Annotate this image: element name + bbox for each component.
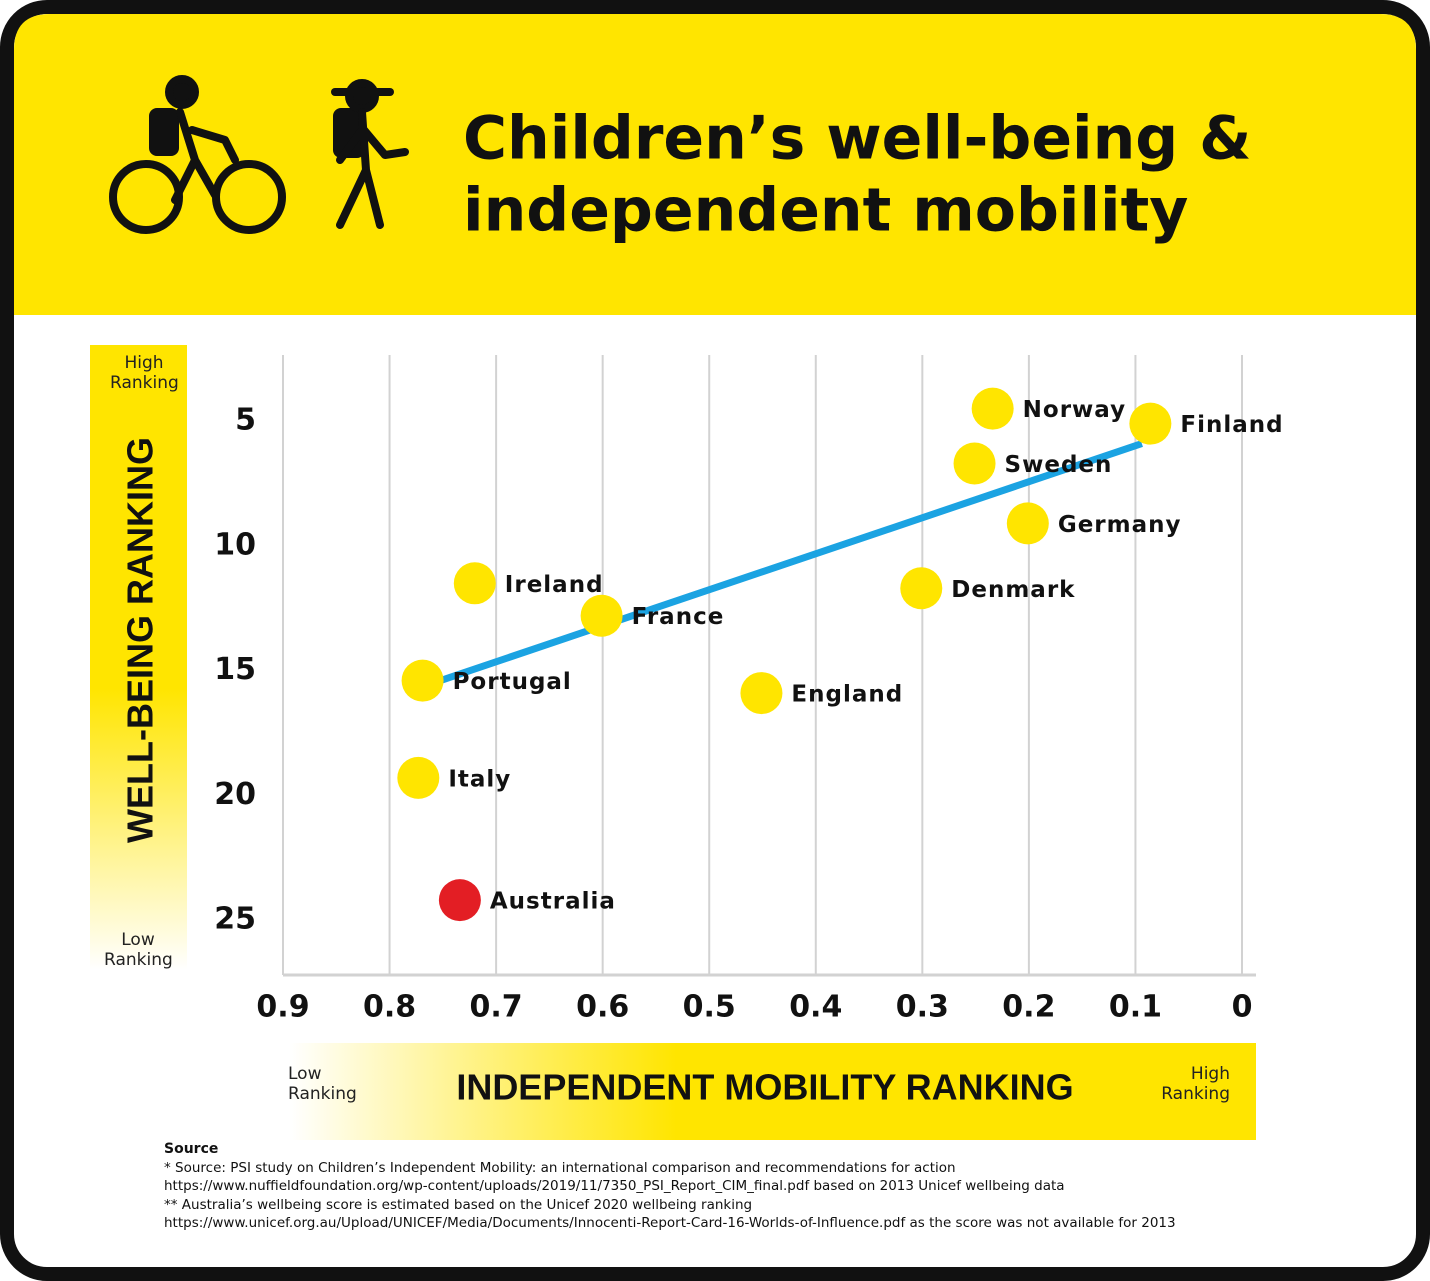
x-tick-label: 0.6 [576, 990, 629, 1025]
point-label: Portugal [453, 669, 572, 695]
x-low-label: Low Ranking [288, 1064, 357, 1104]
x-tick-label: 0.2 [1002, 990, 1055, 1025]
y-low-label: Low Ranking [104, 930, 173, 970]
x-high-label: High Ranking [1161, 1064, 1230, 1104]
source-heading: Source [164, 1141, 219, 1157]
x-axis-title: INDEPENDENT MOBILITY RANKING [456, 1067, 1073, 1108]
point-label: Norway [1023, 397, 1126, 423]
point-label: Finland [1180, 412, 1283, 438]
point [1129, 402, 1172, 445]
x-tick-label: 0.4 [789, 990, 842, 1025]
point [971, 387, 1014, 430]
point-label: Sweden [1005, 452, 1113, 478]
x-tick-label: 0.8 [363, 990, 416, 1025]
point [438, 879, 481, 922]
y-high-label: High Ranking [110, 353, 179, 393]
x-tick-label: 0 [1232, 990, 1253, 1025]
y-band [90, 345, 187, 970]
source-line: https://www.unicef.org.au/Upload/UNICEF/… [164, 1215, 1176, 1231]
y-tick-label: 15 [214, 652, 256, 687]
x-tick-label: 0.1 [1109, 990, 1162, 1025]
point-label: Denmark [951, 577, 1075, 603]
y-tick-label: 25 [214, 902, 256, 937]
x-tick-label: 0.5 [683, 990, 736, 1025]
x-tick-label: 0.9 [256, 990, 309, 1025]
y-tick-label: 10 [214, 527, 256, 562]
point [900, 567, 943, 610]
y-tick-label: 20 [214, 777, 256, 812]
trend-line [409, 440, 1143, 694]
source-line: https://www.nuffieldfoundation.org/wp-co… [164, 1178, 1065, 1194]
source-line: ** Australia’s wellbeing score is estima… [164, 1196, 753, 1213]
point-label: England [791, 682, 903, 708]
y-axis-title: WELL-BEING RANKING [120, 437, 161, 843]
chart-title: independent mobility [463, 176, 1188, 246]
chart-title: Children’s well-being & [463, 104, 1251, 174]
icons [109, 75, 409, 234]
y-tick-label: 5 [235, 403, 256, 438]
source: Source * Source: PSI study on Children’s… [164, 1140, 1176, 1233]
x-tick-label: 0.3 [896, 990, 949, 1025]
point [1006, 502, 1049, 545]
point-label: Ireland [505, 572, 604, 598]
point [397, 756, 440, 799]
point [953, 442, 996, 485]
point-label: Australia [490, 889, 616, 915]
point-label: Italy [448, 766, 511, 792]
point [740, 672, 783, 715]
source-line: * Source: PSI study on Children’s Indepe… [164, 1159, 956, 1176]
x-tick-label: 0.7 [470, 990, 523, 1025]
point-label: Germany [1058, 512, 1182, 538]
point-label: France [632, 604, 725, 630]
point [580, 594, 623, 637]
point [401, 659, 444, 702]
point [453, 562, 496, 605]
x-band [290, 1043, 1256, 1140]
